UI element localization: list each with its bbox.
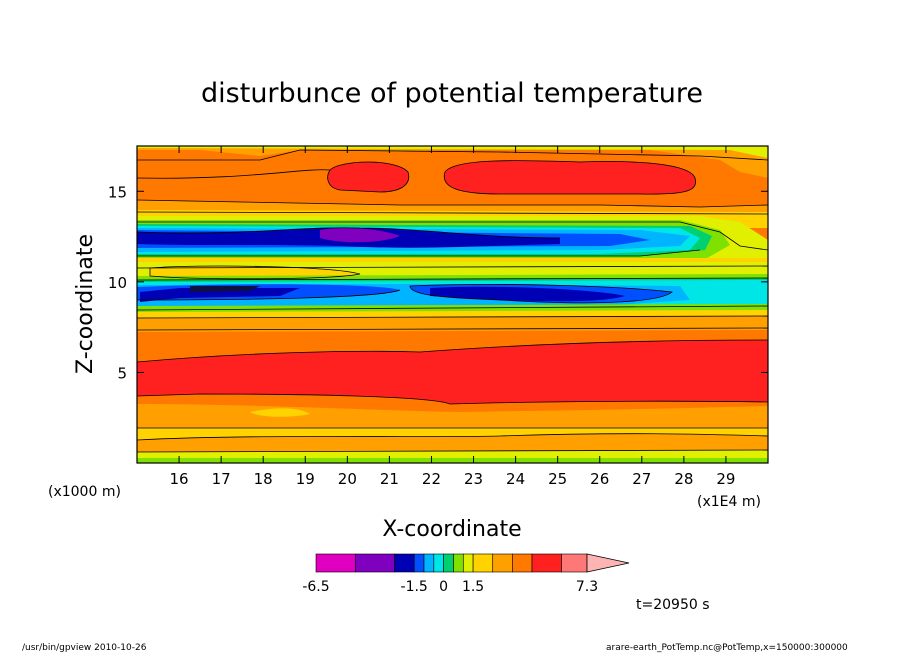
field-surface-base <box>137 458 768 463</box>
x-tick-label: 19 <box>296 470 315 488</box>
y-axis: 5 10 15 <box>108 183 768 382</box>
time-label: t=20950 s <box>636 597 710 613</box>
colorbar-swatch <box>512 553 533 573</box>
colorbar-swatch <box>354 553 395 573</box>
colorbar-swatch <box>531 553 562 573</box>
colorbar-swatch <box>462 553 474 573</box>
footer-left: /usr/bin/gpview 2010-10-26 <box>22 643 147 653</box>
y-tick-label: 10 <box>108 274 127 292</box>
x-tick-label: 21 <box>380 470 399 488</box>
x-tick-label: 20 <box>338 470 357 488</box>
y-tick-label: 15 <box>108 183 127 201</box>
colorbar-label: 7.3 <box>576 579 598 595</box>
colorbar-swatch <box>433 553 444 573</box>
colorbar-label: -1.5 <box>401 579 428 595</box>
field-cold-6 <box>430 286 625 302</box>
field-cold-core <box>190 286 260 292</box>
colorbar-extend-arrow <box>586 553 630 573</box>
field-upper-red-2 <box>444 160 696 195</box>
field-top-yellow <box>137 146 768 158</box>
colorbar-swatch <box>423 553 435 573</box>
field-cold-5 <box>140 288 300 302</box>
colorbar-swatch <box>315 553 356 573</box>
contour-lines <box>137 149 768 453</box>
x-tick-label: 22 <box>422 470 441 488</box>
y-axis-label: Z-coordinate <box>73 234 98 374</box>
x-tick-label: 29 <box>716 470 735 488</box>
x-tick-label: 23 <box>464 470 483 488</box>
x-tick-label: 24 <box>506 470 525 488</box>
colorbar-swatch <box>472 553 494 573</box>
x-axis-label: X-coordinate <box>382 517 521 542</box>
contour-field <box>137 146 768 463</box>
colorbar-swatch <box>443 553 454 573</box>
x-axis: 16 17 18 19 20 21 22 23 24 25 26 27 28 29 <box>170 146 735 488</box>
plot-frame <box>136 145 769 464</box>
colorbar-swatch <box>453 553 464 573</box>
colorbar: -6.5 -1.5 0 1.5 7.3 <box>302 553 630 595</box>
x-tick-label: 18 <box>254 470 273 488</box>
x-tick-label: 27 <box>632 470 651 488</box>
x-tick-label: 28 <box>674 470 693 488</box>
footer-right: arare-earth_PotTemp.nc@PotTemp,x=150000:… <box>606 643 848 653</box>
y-tick-label: 5 <box>117 364 127 382</box>
field-low-trans-3 <box>137 316 768 332</box>
colorbar-swatch <box>492 553 513 573</box>
field-lower-yellow-1 <box>250 408 310 417</box>
colorbar-swatch <box>394 553 415 573</box>
x-tick-label: 25 <box>548 470 567 488</box>
x-tick-label: 17 <box>212 470 231 488</box>
x-unit-right: (x1E4 m) <box>697 494 761 510</box>
colorbar-label: 1.5 <box>462 579 484 595</box>
x-tick-label: 26 <box>590 470 609 488</box>
colorbar-label: 0 <box>439 579 448 595</box>
colorbar-label: -6.5 <box>302 579 329 595</box>
colorbar-swatch <box>561 553 588 573</box>
field-upper-red-1 <box>327 162 409 192</box>
chart-title: disturbunce of potential temperature <box>201 78 703 109</box>
field-upper-cold-core <box>320 228 400 243</box>
field-surface-orange <box>137 433 768 452</box>
x-tick-label: 16 <box>170 470 189 488</box>
x-unit-left: (x1000 m) <box>48 484 121 500</box>
field-warm-core <box>137 340 768 404</box>
colorbar-swatch <box>413 553 425 573</box>
